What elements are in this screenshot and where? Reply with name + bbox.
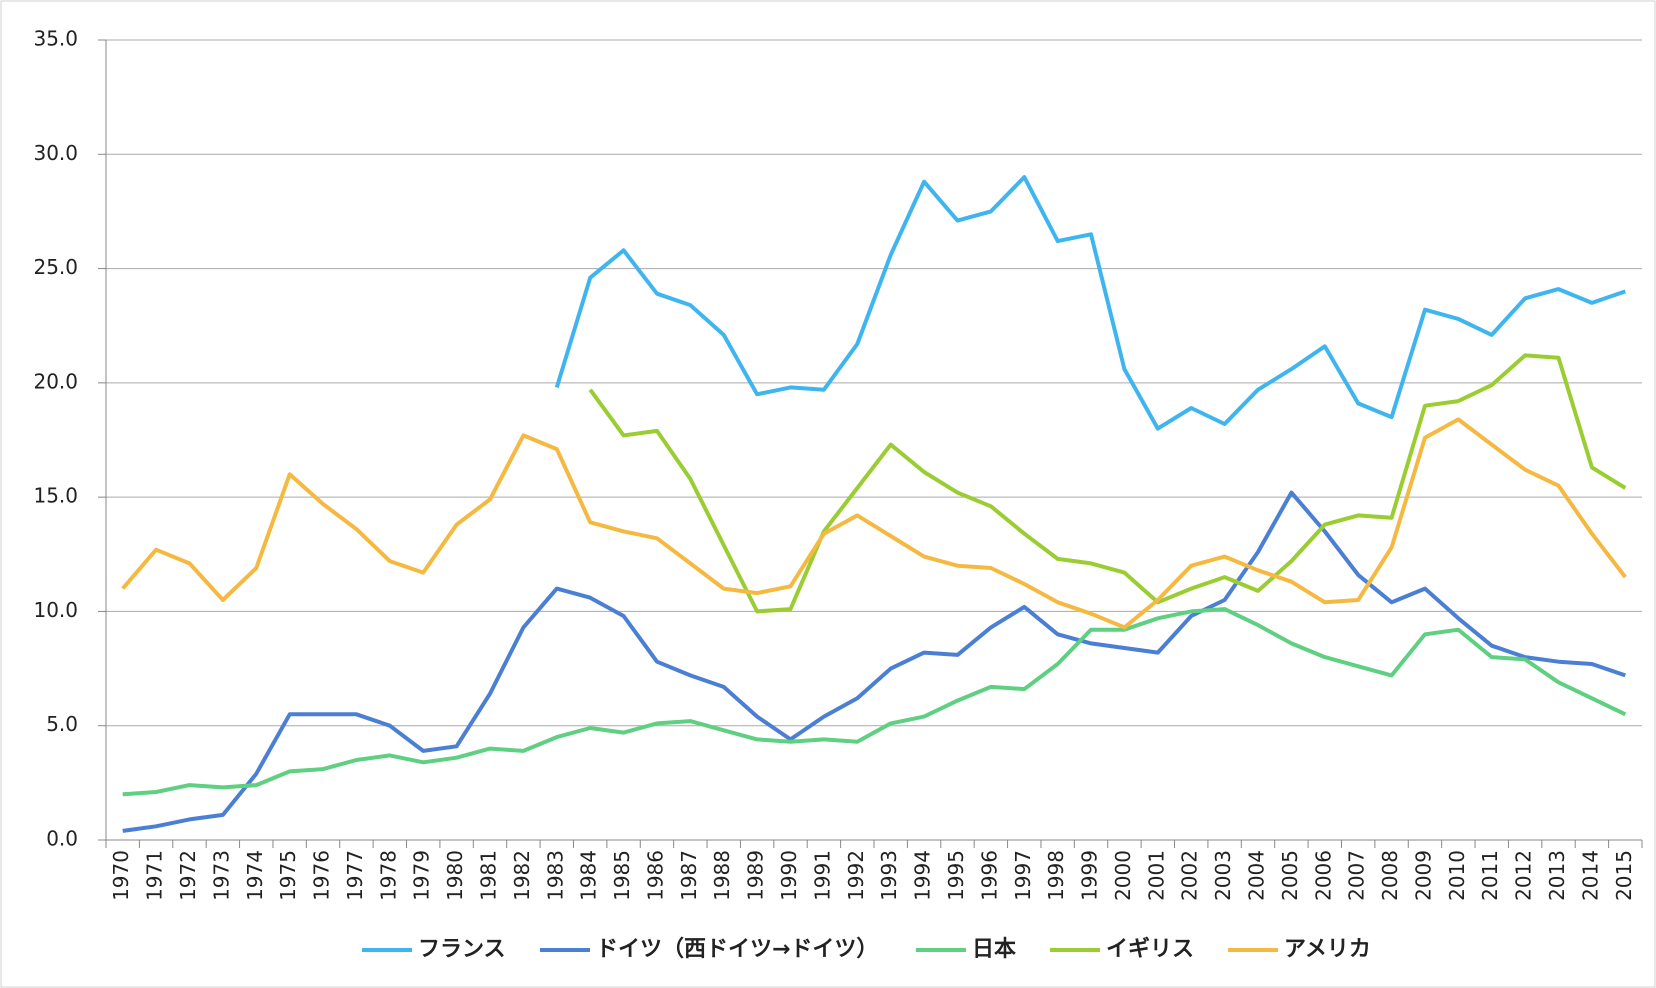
x-tick-label: 1995: [944, 850, 968, 901]
series-line: [122, 490, 1626, 833]
y-tick-label: 30.0: [33, 141, 78, 165]
x-tick-label: 1972: [176, 850, 200, 901]
y-tick-label: 0.0: [46, 827, 78, 851]
x-tick-label: 2005: [1278, 850, 1302, 901]
x-tick-label: 2014: [1578, 850, 1602, 901]
x-tick-label: 2008: [1378, 850, 1402, 901]
y-tick-label: 5.0: [46, 712, 78, 736]
x-tick-label: 1987: [677, 850, 701, 901]
x-tick-label: 1998: [1044, 850, 1068, 901]
series-line: [588, 353, 1627, 614]
x-tick-label: 1990: [777, 850, 801, 901]
x-tick-label: 1994: [911, 850, 935, 901]
series-line: [554, 175, 1626, 431]
x-tick-label: 1991: [810, 850, 834, 901]
x-tick-label: 2012: [1512, 850, 1536, 901]
y-tick-label: 15.0: [33, 484, 78, 508]
x-tick-label: 1970: [109, 850, 133, 901]
x-tick-label: 2006: [1311, 850, 1335, 901]
x-tick-label: 1975: [276, 850, 300, 901]
x-tick-label: 2009: [1411, 850, 1435, 901]
x-tick-label: 1985: [610, 850, 634, 901]
x-tick-label: 1993: [877, 850, 901, 901]
x-tick-label: 1988: [710, 850, 734, 901]
x-tick-label: 1974: [243, 850, 267, 901]
x-tick-label: 1977: [343, 850, 367, 901]
y-tick-label: 10.0: [33, 598, 78, 622]
y-tick-label: 25.0: [33, 255, 78, 279]
x-tick-label: 2000: [1111, 850, 1135, 901]
x-tick-label: 2004: [1245, 850, 1269, 901]
x-tick-label: 1978: [376, 850, 400, 901]
legend-label: 日本: [972, 937, 1016, 962]
x-tick-label: 1999: [1078, 850, 1102, 901]
x-tick-label: 1997: [1011, 850, 1035, 901]
x-tick-label: 1989: [744, 850, 768, 901]
x-tick-label: 1986: [643, 850, 667, 901]
x-tick-label: 1981: [477, 850, 501, 901]
series-line: [121, 417, 1627, 630]
x-tick-label: 1980: [443, 850, 467, 901]
legend-label: フランス: [418, 937, 506, 962]
x-tick-label: 1996: [977, 850, 1001, 901]
series-line: [122, 607, 1627, 797]
legend-label: イギリス: [1106, 937, 1194, 962]
x-tick-label: 1973: [209, 850, 233, 901]
x-tick-label: 1983: [543, 850, 567, 901]
x-tick-label: 2003: [1211, 850, 1235, 901]
x-tick-label: 1976: [310, 850, 334, 901]
legend-label: ドイツ（西ドイツ→ドイツ）: [596, 937, 878, 962]
x-tick-label: 1984: [577, 850, 601, 901]
x-tick-label: 2007: [1345, 850, 1369, 901]
x-tick-label: 2002: [1178, 850, 1202, 901]
y-tick-label: 35.0: [33, 27, 78, 51]
x-tick-label: 2010: [1445, 850, 1469, 901]
x-tick-label: 2013: [1545, 850, 1569, 901]
x-tick-label: 2001: [1144, 850, 1168, 901]
x-tick-label: 1971: [143, 850, 167, 901]
x-tick-label: 1979: [410, 850, 434, 901]
x-tick-label: 2015: [1612, 850, 1636, 901]
x-tick-label: 1992: [844, 850, 868, 901]
legend-label: アメリカ: [1284, 937, 1371, 962]
y-tick-label: 20.0: [33, 369, 78, 393]
x-tick-label: 2011: [1478, 850, 1502, 901]
x-tick-label: 1982: [510, 850, 534, 901]
